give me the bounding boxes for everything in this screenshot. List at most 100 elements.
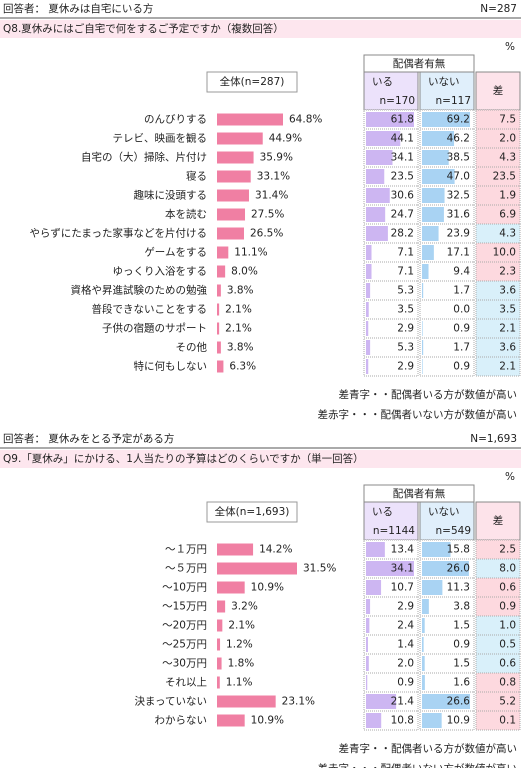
question: Q8.夏休みにはご自宅で何をするご予定ですか（複数回答） [3, 22, 284, 35]
value-label: 6.3% [229, 361, 256, 373]
header-cell [363, 71, 419, 111]
cell-value: 26.6 [447, 696, 471, 708]
diff-value: 7.5 [499, 114, 516, 126]
diff-value: 2.1 [499, 323, 516, 335]
header-cell [419, 501, 475, 541]
bar [217, 246, 229, 259]
category-label: 普段できないことをする [92, 303, 208, 316]
cell-value: 31.6 [447, 209, 471, 221]
value-label: 2.1% [225, 323, 252, 335]
cell-value: 2.0 [397, 658, 414, 670]
unit: % [505, 471, 515, 483]
bar [217, 676, 220, 689]
cell-bar [366, 207, 386, 222]
respondent: 回答者： 夏休みは自宅にいる方 [3, 2, 153, 15]
bar [217, 657, 222, 670]
bar [217, 714, 245, 727]
cell-value: 7.1 [397, 247, 414, 259]
value-label: 1.2% [226, 639, 253, 651]
diff-value: 2.3 [499, 266, 516, 278]
group-header-box [363, 54, 475, 73]
cell-value: 21.4 [391, 696, 415, 708]
question-bar [0, 450, 521, 468]
cell-bar [422, 131, 455, 146]
cell-value: 26.0 [447, 563, 470, 575]
legend-entry: 差 [493, 84, 504, 97]
legend-n: n=170 [380, 95, 416, 107]
total-box [206, 71, 298, 93]
cell-bar [366, 169, 385, 184]
cell-bar [366, 245, 372, 260]
question: Q9.「夏休み」にかける、1人当たりの予算はどのくらいですか（単一回答） [3, 452, 364, 465]
cell-value: 2.9 [397, 323, 414, 335]
cell-value: 1.6 [453, 677, 470, 689]
cell-bar [366, 542, 385, 557]
value-label: 1.8% [228, 658, 255, 670]
cell-bar [366, 112, 414, 127]
cell-value: 3.5 [397, 304, 414, 316]
diff-value: 1.9 [499, 190, 516, 202]
cell-bar [366, 283, 371, 298]
cell-bar [366, 694, 397, 709]
category-label: わからない [155, 715, 208, 727]
category-label: のんびりする [144, 114, 207, 126]
value-label: 2.1% [228, 620, 255, 632]
bar [217, 562, 297, 575]
cell-bar [366, 656, 369, 671]
category-label: 寝る [186, 170, 207, 183]
cell-value: 34.1 [391, 152, 414, 164]
group-header: 配偶者有無 [393, 57, 446, 70]
cell-bar [422, 321, 423, 336]
diff-value: 0.6 [499, 582, 516, 594]
cell-bar [422, 561, 469, 576]
legend-entry: 全体(n=287) [220, 75, 285, 88]
bar [217, 322, 220, 335]
cell-bar [366, 150, 393, 165]
category-label: 資格や昇進試験のための勉強 [71, 284, 208, 297]
cell-value: 9.4 [453, 266, 470, 278]
cell-value: 28.2 [391, 228, 414, 240]
group-header: 配偶者有無 [393, 487, 446, 500]
category-label: ゲームをする [144, 247, 207, 259]
bar [217, 132, 263, 145]
cell-value: 0.9 [397, 677, 414, 689]
cell-bar [366, 264, 372, 279]
cell-value: 0.0 [453, 304, 470, 316]
cell-bar [422, 245, 434, 260]
cell-bar [422, 207, 444, 222]
bar [217, 151, 254, 164]
cell-value: 11.3 [447, 582, 470, 594]
diff-value: 3.6 [499, 342, 516, 354]
legend-entry: いる [372, 506, 393, 518]
cell-value: 7.1 [397, 266, 414, 278]
bar [217, 189, 249, 202]
bar [217, 303, 220, 316]
value-label: 31.4% [255, 190, 288, 202]
cell-bar [422, 637, 424, 652]
cell-value: 34.1 [391, 563, 414, 575]
diff-value: 1.0 [499, 620, 516, 632]
legend-entry: 差 [493, 514, 504, 527]
cell-bar [422, 340, 424, 355]
cell-bar [366, 188, 390, 203]
cell-bar [366, 580, 382, 595]
bar [217, 284, 221, 297]
value-label: 2.1% [225, 304, 252, 316]
cell-bar [366, 131, 401, 146]
cell-value: 32.5 [447, 190, 470, 202]
diff-value: 2.5 [499, 544, 516, 556]
cell [363, 356, 419, 377]
cell-bar [422, 713, 442, 728]
diff-value: 4.3 [499, 228, 516, 240]
diff-value: 0.9 [499, 601, 516, 613]
value-label: 3.8% [227, 342, 254, 354]
legend-n: n=1144 [373, 525, 415, 537]
header-cell [475, 501, 521, 541]
diff-value: 5.2 [499, 696, 516, 708]
unit: % [505, 41, 515, 53]
legend-entry: いない [428, 76, 460, 88]
value-label: 10.9% [251, 715, 284, 727]
cell-value: 10.9 [447, 715, 470, 727]
cell-bar [422, 150, 449, 165]
bar [217, 581, 245, 594]
